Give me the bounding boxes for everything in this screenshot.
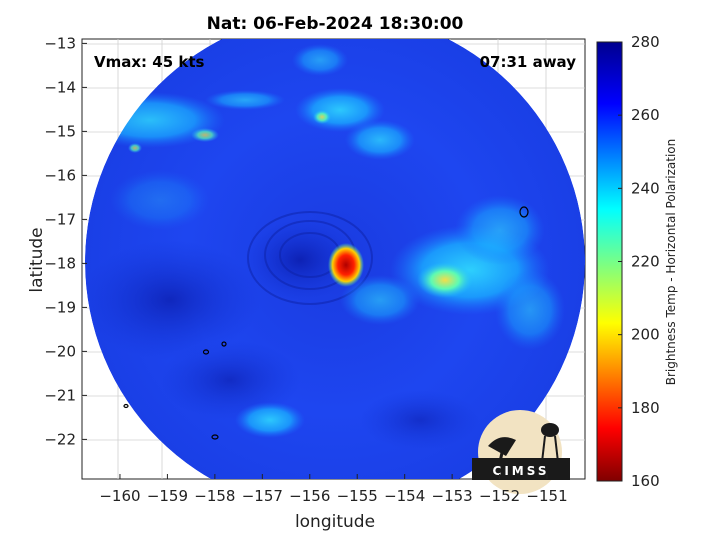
x-tick-label: −154 <box>384 487 425 505</box>
y-tick-label: −21 <box>44 386 76 404</box>
colorbar-tick-label: 160 <box>631 472 660 490</box>
x-tick-label: −151 <box>526 487 567 505</box>
contour-marks <box>123 206 529 440</box>
y-tick-label: −17 <box>44 210 76 228</box>
plot-title: Nat: 06-Feb-2024 18:30:00 <box>207 14 464 34</box>
storm-core <box>328 243 364 287</box>
y-tick-label: −13 <box>44 34 76 52</box>
y-tick-label: −16 <box>44 166 76 184</box>
colorbar-tick-label: 240 <box>631 179 660 197</box>
colorbar-title: Brightness Temp - Horizontal Polarizatio… <box>664 139 678 386</box>
colorbar-ticks: 160 180 200 220 240 260 280 <box>618 33 660 490</box>
x-tick-label: −157 <box>242 487 283 505</box>
y-tick-label: −19 <box>44 298 76 316</box>
colorbar-tick-label: 180 <box>631 399 660 417</box>
vmax-label: Vmax: 45 kts <box>94 53 204 71</box>
away-label: 07:31 away <box>480 53 577 71</box>
colorbar-tick-label: 220 <box>631 253 660 271</box>
y-tick-label: −14 <box>44 78 76 96</box>
colorbar-tick-label: 280 <box>631 33 660 51</box>
x-tick-label: −158 <box>194 487 235 505</box>
colorbar-tick-label: 260 <box>631 106 660 124</box>
logo-text: CIMSS <box>493 464 550 478</box>
y-tick-label: −22 <box>44 430 76 448</box>
x-axis-ticks: −160 −159 −158 −157 −156 −155 −154 −153 −152 −151 <box>99 474 568 505</box>
colorbar <box>596 41 623 482</box>
colorbar-tick-label: 200 <box>631 326 660 344</box>
x-tick-label: −153 <box>432 487 473 505</box>
x-axis-title: longitude <box>295 512 375 532</box>
y-tick-label: −18 <box>44 254 76 272</box>
y-axis-title: latitude <box>27 227 47 292</box>
x-tick-label: −159 <box>147 487 188 505</box>
y-tick-label: −20 <box>44 342 76 360</box>
x-tick-label: −155 <box>337 487 378 505</box>
y-tick-label: −15 <box>44 122 76 140</box>
x-tick-label: −156 <box>289 487 330 505</box>
cimss-logo: CIMSS <box>472 410 570 494</box>
x-tick-label: −160 <box>99 487 140 505</box>
y-axis-ticks: −13 −14 −15 −16 −17 −18 −19 −20 −21 −22 <box>44 34 87 448</box>
x-tick-label: −152 <box>479 487 520 505</box>
